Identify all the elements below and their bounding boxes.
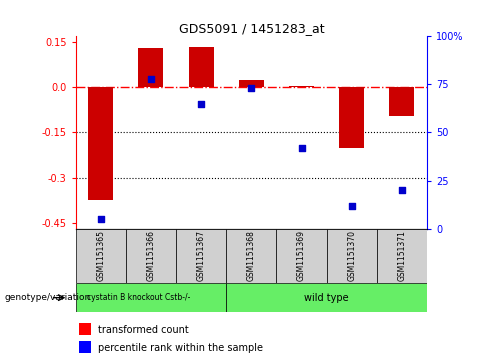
Text: GSM1151370: GSM1151370	[347, 231, 356, 281]
Bar	[79, 341, 91, 353]
Text: GSM1151371: GSM1151371	[397, 231, 407, 281]
Text: cystatin B knockout Cstb-/-: cystatin B knockout Cstb-/-	[87, 293, 190, 302]
Bar	[289, 86, 314, 87]
Bar	[339, 87, 364, 147]
Text: genotype/variation: genotype/variation	[5, 293, 91, 302]
Text: GSM1151366: GSM1151366	[146, 231, 156, 281]
Bar	[139, 48, 163, 87]
Bar	[88, 87, 113, 200]
FancyBboxPatch shape	[76, 283, 226, 312]
FancyBboxPatch shape	[226, 229, 276, 283]
Point	[197, 101, 205, 107]
Text: GSM1151368: GSM1151368	[247, 231, 256, 281]
FancyBboxPatch shape	[176, 229, 226, 283]
Text: transformed count: transformed count	[99, 325, 189, 335]
Title: GDS5091 / 1451283_at: GDS5091 / 1451283_at	[179, 22, 324, 35]
FancyBboxPatch shape	[377, 229, 427, 283]
Text: wild type: wild type	[305, 293, 349, 303]
Bar	[188, 47, 214, 87]
Text: GSM1151365: GSM1151365	[96, 231, 105, 281]
Bar	[79, 323, 91, 335]
Point	[247, 85, 255, 91]
FancyBboxPatch shape	[326, 229, 377, 283]
Point	[147, 76, 155, 82]
FancyBboxPatch shape	[76, 229, 126, 283]
Text: percentile rank within the sample: percentile rank within the sample	[99, 343, 264, 353]
Point	[398, 187, 406, 193]
Point	[97, 216, 104, 222]
Point	[348, 203, 356, 208]
FancyBboxPatch shape	[226, 283, 427, 312]
Point	[298, 145, 305, 151]
Bar	[239, 80, 264, 87]
FancyBboxPatch shape	[276, 229, 326, 283]
FancyBboxPatch shape	[126, 229, 176, 283]
Text: GSM1151367: GSM1151367	[197, 231, 205, 281]
Text: GSM1151369: GSM1151369	[297, 231, 306, 281]
Bar	[389, 87, 414, 116]
